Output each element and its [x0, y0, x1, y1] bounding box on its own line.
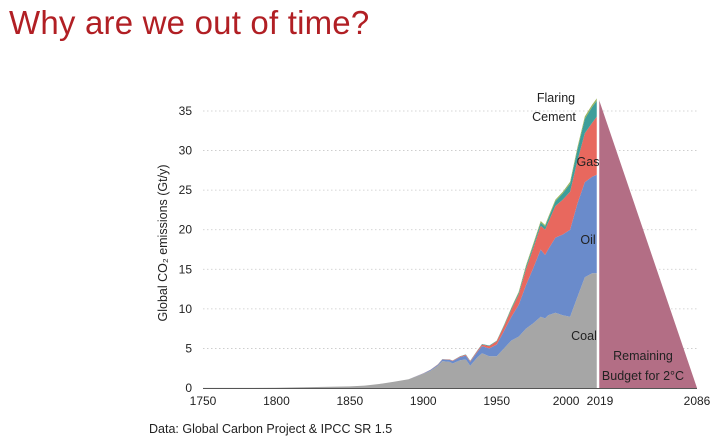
y-tick-label: 20	[179, 223, 193, 237]
stacked-areas	[203, 96, 598, 388]
y-tick-label: 35	[179, 104, 193, 118]
y-tick-label: 5	[185, 341, 192, 355]
y-tick-label: 30	[179, 144, 193, 158]
series-label-oil: Oil	[580, 233, 595, 247]
x-tick-label: 1800	[263, 394, 290, 408]
series-labels: Coal Oil Gas Cement Flaring	[532, 91, 599, 343]
x-tick-label: 1950	[483, 394, 510, 408]
area-coal	[203, 273, 598, 388]
y-tick-label: 25	[179, 183, 193, 197]
remaining-budget-triangle	[598, 96, 697, 389]
budget-layer: Remaining Budget for 2°C	[596, 94, 697, 389]
y-tick-label: 0	[185, 381, 192, 395]
source-note: Data: Global Carbon Project & IPCC SR 1.…	[149, 422, 393, 436]
y-axis-title: Global CO₂ emissions (Gt/y)	[156, 165, 170, 322]
x-tick-label: 1850	[336, 394, 363, 408]
x-tick-label: 1900	[410, 394, 437, 408]
budget-label: Budget for 2°C	[602, 369, 684, 383]
y-tick-label: 10	[179, 302, 193, 316]
budget-label: Remaining	[613, 349, 673, 363]
series-label-gas: Gas	[577, 155, 600, 169]
x-tick-label: 2019	[587, 394, 614, 408]
slide-title: Why are we out of time?	[9, 4, 370, 41]
series-label-cement: Cement	[532, 110, 576, 124]
y-tick-label: 15	[179, 262, 193, 276]
x-tick-label: 2000	[553, 394, 580, 408]
x-tick-label: 2086	[684, 394, 711, 408]
axes: 0 5 10 15 20 25 30 35 Global CO₂ emissions (Gt/y…	[156, 104, 711, 408]
series-label-coal: Coal	[571, 329, 597, 343]
x-tick-label: 1750	[190, 394, 217, 408]
series-label-flaring: Flaring	[537, 91, 575, 105]
